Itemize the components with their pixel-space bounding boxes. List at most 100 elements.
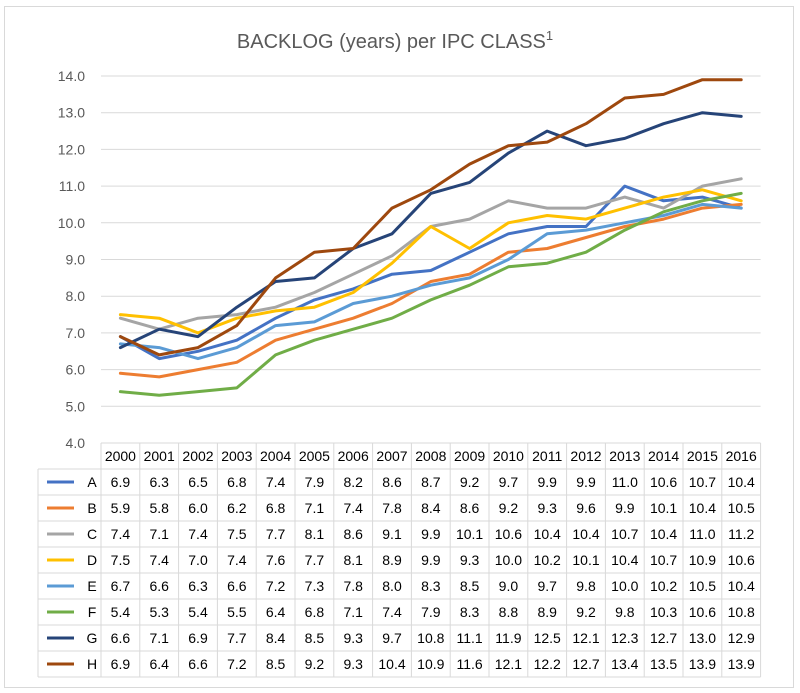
data-label: 11.2 [728, 526, 754, 542]
data-label: 10.6 [650, 474, 677, 490]
data-label: 10.4 [534, 526, 561, 542]
data-label: 7.0 [188, 552, 208, 568]
data-label: 8.0 [382, 578, 402, 594]
data-label: 7.9 [421, 604, 441, 620]
legend-label-g: G [87, 630, 98, 646]
data-label: 10.7 [611, 526, 638, 542]
data-label: 7.4 [343, 500, 363, 516]
data-label: 10.4 [689, 500, 716, 516]
data-label: 10.1 [650, 500, 677, 516]
data-label: 9.7 [382, 630, 402, 646]
x-tick-label: 2014 [648, 448, 679, 464]
data-label: 10.2 [650, 578, 677, 594]
data-label: 9.7 [499, 474, 519, 490]
x-tick-label: 2009 [454, 448, 485, 464]
data-label: 6.8 [227, 474, 247, 490]
x-tick-label: 2001 [144, 448, 175, 464]
data-label: 8.6 [382, 474, 402, 490]
data-label: 9.2 [305, 656, 325, 672]
data-label: 6.9 [111, 656, 131, 672]
x-tick-label: 2011 [532, 448, 562, 464]
chart-title-text: BACKLOG (years) per IPC CLASS [237, 31, 546, 53]
data-label: 9.9 [421, 552, 441, 568]
data-label: 11.9 [495, 630, 521, 646]
chart-frame: BACKLOG (years) per IPC CLASS1 4.0 5.0 6.0… [4, 6, 794, 688]
data-label: 11.0 [689, 526, 715, 542]
data-label: 10.5 [689, 578, 716, 594]
data-label: 8.9 [382, 552, 402, 568]
data-label: 7.9 [305, 474, 325, 490]
data-label: 8.3 [460, 604, 480, 620]
data-label: 8.5 [266, 656, 286, 672]
legend-label-b: B [87, 500, 96, 516]
data-label: 6.8 [266, 500, 286, 516]
data-label: 13.9 [689, 656, 716, 672]
y-tick-label: 5.0 [66, 398, 86, 414]
data-label: 10.5 [728, 500, 755, 516]
data-label: 10.1 [572, 552, 599, 568]
x-tick-label: 2006 [338, 448, 369, 464]
data-label: 7.5 [111, 552, 131, 568]
data-label: 12.9 [728, 630, 755, 646]
data-label: 10.9 [417, 656, 444, 672]
data-label: 7.4 [382, 604, 402, 620]
data-label: 10.0 [495, 552, 522, 568]
data-label: 8.9 [537, 604, 557, 620]
data-label: 9.0 [499, 578, 519, 594]
data-label: 13.4 [611, 656, 638, 672]
legend-label-d: D [87, 552, 97, 568]
data-label: 12.2 [534, 656, 561, 672]
data-label: 7.2 [266, 578, 286, 594]
data-label: 9.6 [576, 500, 596, 516]
data-label: 7.1 [149, 526, 169, 542]
data-label: 10.4 [378, 656, 405, 672]
legend-label-h: H [87, 656, 97, 672]
data-label: 6.0 [188, 500, 208, 516]
y-tick-label: 4.0 [66, 435, 86, 451]
data-label: 10.4 [650, 526, 677, 542]
data-label: 7.4 [227, 552, 247, 568]
y-tick-label: 9.0 [66, 252, 86, 268]
data-label: 7.8 [382, 500, 402, 516]
data-label: 6.5 [188, 474, 208, 490]
data-label: 7.4 [266, 474, 286, 490]
data-label: 8.2 [343, 474, 363, 490]
series-lines [118, 78, 743, 397]
data-label: 8.5 [305, 630, 325, 646]
data-label: 10.8 [728, 604, 755, 620]
x-tick-label: 2000 [105, 448, 136, 464]
legend-label-c: C [87, 526, 97, 542]
data-label: 9.9 [537, 474, 557, 490]
data-label: 8.1 [305, 526, 325, 542]
data-label: 11.0 [612, 474, 638, 490]
x-tick-label: 2005 [299, 448, 330, 464]
data-label: 9.3 [537, 500, 557, 516]
data-label: 7.1 [305, 500, 325, 516]
backlog-chart: BACKLOG (years) per IPC CLASS1 4.0 5.0 6.0… [37, 28, 762, 678]
gridlines [101, 75, 761, 407]
legend-label-f: F [88, 604, 97, 620]
data-label: 5.3 [149, 604, 169, 620]
data-label: 13.0 [689, 630, 716, 646]
data-label: 6.9 [188, 630, 208, 646]
data-label: 10.0 [611, 578, 638, 594]
series-line-a [118, 184, 743, 361]
data-label: 9.1 [382, 526, 402, 542]
data-label: 5.5 [227, 604, 247, 620]
data-label: 7.1 [149, 630, 169, 646]
data-label: 6.6 [111, 630, 131, 646]
data-label: 6.8 [305, 604, 325, 620]
series-line-d [118, 188, 743, 335]
y-tick-label: 14.0 [58, 68, 85, 84]
data-label: 10.2 [534, 552, 561, 568]
data-label: 7.2 [227, 656, 247, 672]
data-label: 7.4 [111, 526, 131, 542]
data-label: 8.3 [421, 578, 441, 594]
y-tick-label: 7.0 [66, 325, 86, 341]
data-label: 9.7 [537, 578, 557, 594]
data-table: 2000 2001 2002 2003 2004 2005 2006 2007 2008 2009… [37, 442, 762, 678]
data-label: 5.4 [111, 604, 131, 620]
data-label: 7.8 [343, 578, 363, 594]
data-label: 6.3 [188, 578, 208, 594]
data-label: 10.1 [456, 526, 483, 542]
